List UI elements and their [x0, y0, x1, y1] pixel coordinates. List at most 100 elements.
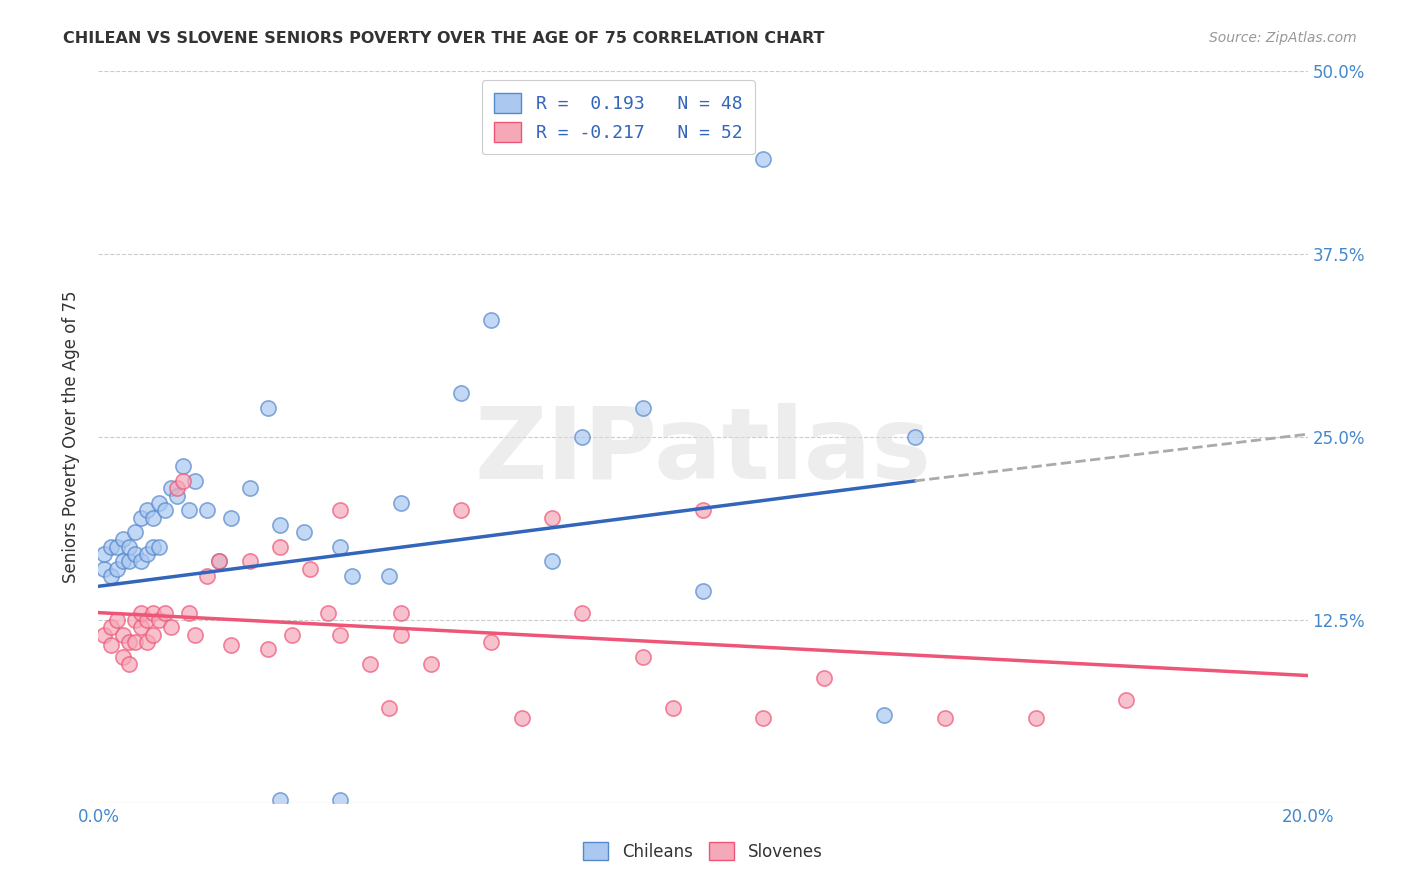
Point [93, 547, 115, 561]
Point [540, 510, 562, 524]
Point [269, 540, 291, 554]
Point [129, 606, 152, 620]
Legend: Chileans, Slovenes: Chileans, Slovenes [576, 836, 830, 868]
Point [571, 606, 593, 620]
Point [329, 540, 352, 554]
Point [752, 711, 775, 725]
Point [450, 386, 472, 401]
Point [239, 554, 262, 568]
Point [873, 708, 896, 723]
Point [166, 489, 188, 503]
Point [118, 540, 141, 554]
Point [160, 620, 183, 634]
Point [481, 635, 503, 649]
Point [129, 554, 152, 568]
Point [166, 481, 188, 495]
Text: Source: ZipAtlas.com: Source: ZipAtlas.com [1209, 31, 1357, 45]
Point [148, 540, 170, 554]
Point [752, 152, 775, 166]
Point [129, 620, 152, 634]
Point [100, 569, 122, 583]
Point [124, 635, 146, 649]
Point [111, 627, 134, 641]
Point [172, 474, 194, 488]
Point [208, 554, 231, 568]
Point [329, 793, 352, 807]
Point [256, 642, 278, 657]
Point [148, 496, 170, 510]
Point [221, 510, 243, 524]
Point [111, 554, 134, 568]
Point [111, 533, 134, 547]
Point [153, 503, 176, 517]
Point [269, 793, 291, 807]
Point [389, 627, 412, 641]
Point [179, 606, 201, 620]
Point [360, 657, 382, 671]
Point [105, 562, 128, 576]
Point [195, 569, 218, 583]
Point [142, 540, 165, 554]
Point [93, 627, 115, 641]
Point [692, 583, 714, 598]
Point [124, 613, 146, 627]
Point [172, 459, 194, 474]
Point [208, 554, 231, 568]
Point [481, 313, 503, 327]
Point [377, 569, 399, 583]
Point [420, 657, 443, 671]
Point [1115, 693, 1137, 707]
Point [329, 627, 352, 641]
Point [142, 627, 165, 641]
Point [111, 649, 134, 664]
Text: ZIPatlas: ZIPatlas [475, 403, 931, 500]
Point [281, 627, 304, 641]
Point [105, 540, 128, 554]
Point [118, 657, 141, 671]
Point [100, 638, 122, 652]
Point [540, 554, 562, 568]
Point [239, 481, 262, 495]
Point [661, 700, 683, 714]
Point [124, 525, 146, 540]
Point [142, 606, 165, 620]
Point [934, 711, 956, 725]
Point [129, 510, 152, 524]
Point [389, 606, 412, 620]
Point [450, 503, 472, 517]
Point [631, 649, 654, 664]
Point [692, 503, 714, 517]
Point [904, 430, 927, 444]
Point [93, 562, 115, 576]
Point [135, 503, 157, 517]
Point [118, 635, 141, 649]
Point [342, 569, 364, 583]
Point [571, 430, 593, 444]
Point [631, 401, 654, 415]
Point [510, 711, 533, 725]
Point [142, 510, 165, 524]
Point [124, 547, 146, 561]
Point [160, 481, 183, 495]
Point [316, 606, 339, 620]
Point [256, 401, 278, 415]
Point [377, 700, 399, 714]
Point [118, 554, 141, 568]
Point [135, 613, 157, 627]
Point [329, 503, 352, 517]
Text: CHILEAN VS SLOVENE SENIORS POVERTY OVER THE AGE OF 75 CORRELATION CHART: CHILEAN VS SLOVENE SENIORS POVERTY OVER … [63, 31, 825, 46]
Point [105, 613, 128, 627]
Point [292, 525, 315, 540]
Point [184, 474, 207, 488]
Point [813, 672, 835, 686]
Point [148, 613, 170, 627]
Point [299, 562, 322, 576]
Point [221, 638, 243, 652]
Y-axis label: Seniors Poverty Over the Age of 75: Seniors Poverty Over the Age of 75 [62, 291, 80, 583]
Point [179, 503, 201, 517]
Point [135, 547, 157, 561]
Point [135, 635, 157, 649]
Point [184, 627, 207, 641]
Point [153, 606, 176, 620]
Point [195, 503, 218, 517]
